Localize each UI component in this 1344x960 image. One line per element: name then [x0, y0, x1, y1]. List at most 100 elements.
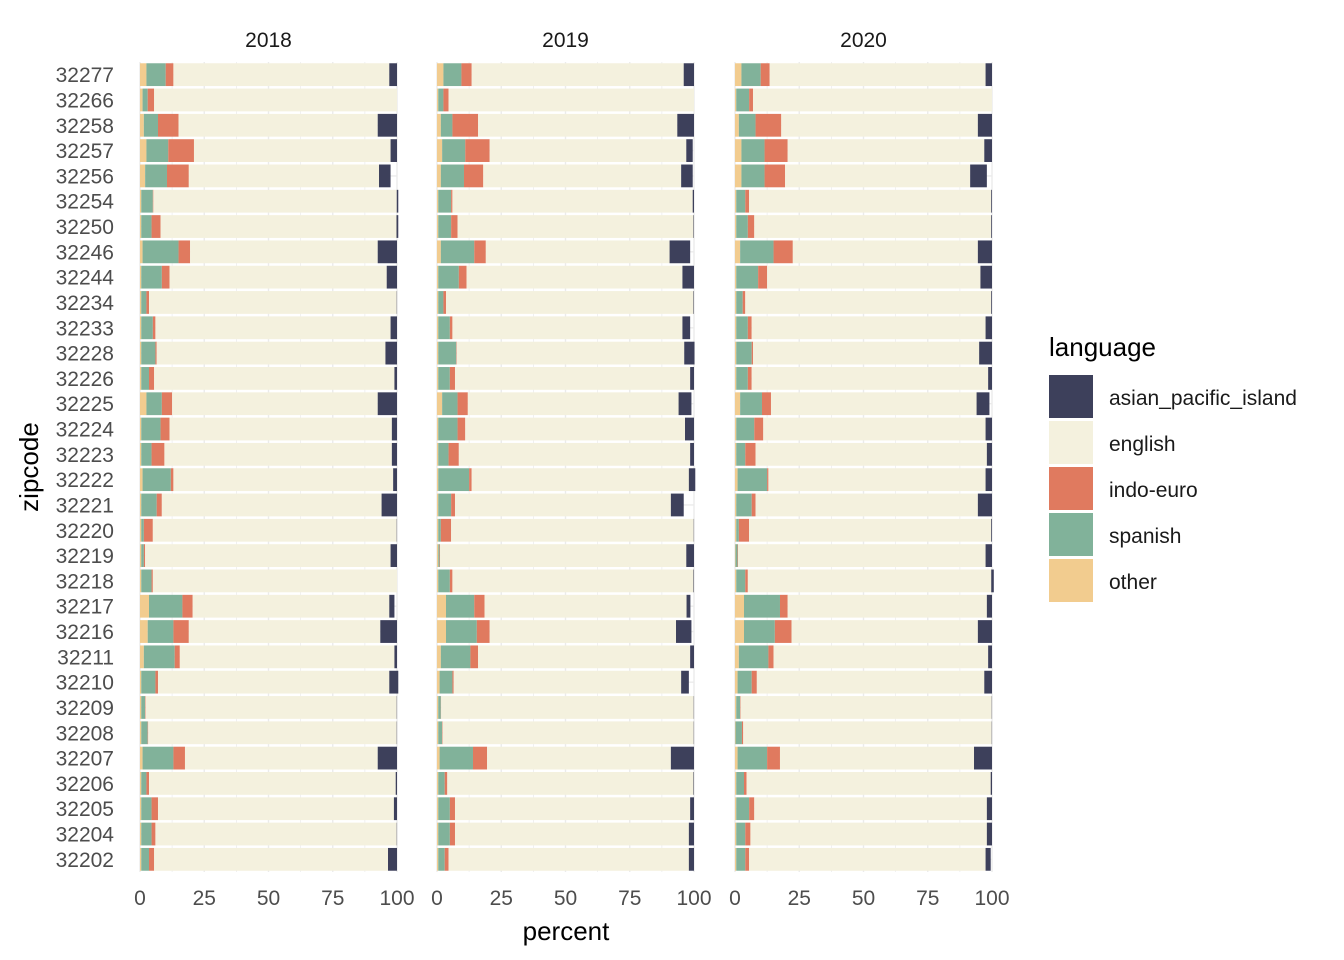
bar-indo-euro-32206-2019: [444, 772, 448, 795]
bar-indo-euro-32225-2018: [161, 392, 173, 416]
bar-other-32208-2018: [140, 721, 142, 745]
bar-asian_pacific_island-32228-2018: [385, 341, 397, 365]
y-tick-label-32211: 32211: [57, 646, 114, 669]
bar-indo-euro-32216-2020: [774, 620, 792, 643]
bar-spanish-32250-2020: [736, 215, 748, 238]
bar-indo-euro-32234-2019: [443, 291, 446, 314]
bar-indo-euro-32254-2018: [152, 189, 154, 213]
bar-english-32223-2018: [164, 442, 392, 466]
bar-english-32216-2019: [489, 620, 677, 643]
bar-other-32250-2018: [140, 215, 142, 238]
bar-english-32206-2018: [148, 772, 396, 795]
bar-english-32228-2019: [456, 341, 685, 365]
bar-spanish-32233-2020: [736, 316, 748, 340]
bar-spanish-32210-2018: [141, 670, 156, 694]
x-tick-label: 25: [788, 887, 811, 910]
bar-english-32210-2020: [756, 670, 985, 694]
bar-english-32225-2020: [770, 392, 977, 416]
bar-other-32228-2018: [140, 341, 142, 365]
bar-asian_pacific_island-32228-2019: [684, 341, 695, 365]
bar-spanish-32244-2019: [438, 265, 459, 289]
bar-indo-euro-32222-2018: [170, 468, 174, 492]
bar-indo-euro-32220-2019: [440, 518, 452, 542]
bar-other-32223-2018: [140, 442, 142, 466]
bar-spanish-32205-2019: [438, 797, 450, 821]
bar-indo-euro-32246-2018: [178, 240, 191, 264]
bar-indo-euro-32218-2020: [745, 569, 748, 593]
bar-other-32256-2019: [437, 164, 441, 188]
bar-spanish-32216-2018: [147, 620, 174, 643]
bar-english-32250-2019: [457, 215, 694, 238]
bar-english-32226-2018: [154, 367, 395, 390]
bar-english-32266-2020: [752, 88, 992, 112]
bar-asian_pacific_island-32221-2020: [977, 493, 992, 517]
bar-english-32244-2020: [767, 265, 981, 289]
bar-other-32254-2018: [140, 189, 142, 213]
bar-indo-euro-32210-2020: [751, 670, 757, 694]
bar-other-32205-2019: [437, 797, 439, 821]
bar-spanish-32202-2020: [736, 847, 746, 871]
bar-english-32228-2018: [156, 341, 386, 365]
legend-swatch: [1049, 513, 1093, 556]
bar-english-32233-2019: [452, 316, 683, 340]
bar-english-32220-2020: [749, 518, 992, 542]
bar-spanish-32221-2018: [141, 493, 157, 517]
bar-spanish-32224-2018: [141, 417, 161, 441]
facet-title-2019: 2019: [542, 29, 589, 52]
y-tick-label-32207: 32207: [56, 748, 114, 771]
bar-indo-euro-32256-2020: [764, 164, 786, 188]
bar-spanish-32233-2018: [141, 316, 153, 340]
bar-other-32246-2020: [735, 240, 741, 264]
bar-other-32224-2020: [735, 417, 737, 441]
y-tick-label-32205: 32205: [56, 798, 114, 821]
bar-english-32222-2020: [768, 468, 986, 492]
bar-other-32254-2020: [735, 189, 737, 213]
bar-indo-euro-32277-2018: [165, 63, 174, 87]
bar-other-32277-2020: [735, 63, 742, 87]
bar-spanish-32277-2019: [443, 63, 462, 87]
bar-indo-euro-32226-2020: [747, 367, 752, 390]
bar-other-32209-2019: [437, 696, 439, 719]
bar-english-32218-2019: [452, 569, 694, 593]
bar-indo-euro-32256-2019: [463, 164, 484, 188]
x-tick-label: 50: [257, 887, 280, 910]
bar-asian_pacific_island-32256-2019: [681, 164, 693, 188]
bar-indo-euro-32266-2019: [443, 88, 449, 112]
bar-indo-euro-32223-2020: [745, 442, 756, 466]
bar-indo-euro-32202-2019: [444, 847, 449, 871]
bar-english-32202-2020: [749, 847, 986, 871]
bar-english-32216-2020: [791, 620, 978, 643]
bar-other-32206-2019: [437, 772, 439, 795]
bar-english-32206-2019: [447, 772, 694, 795]
bar-other-32221-2020: [735, 493, 737, 517]
bar-asian_pacific_island-32258-2019: [677, 113, 694, 137]
bar-other-32219-2018: [140, 544, 142, 567]
bar-other-32277-2018: [140, 63, 147, 87]
bar-indo-euro-32258-2018: [157, 113, 179, 137]
legend-swatch: [1049, 467, 1093, 510]
bar-english-32219-2020: [738, 544, 986, 567]
bar-english-32204-2019: [454, 822, 689, 846]
bar-spanish-32257-2020: [741, 139, 765, 162]
bar-asian_pacific_island-32224-2020: [985, 417, 992, 441]
bar-indo-euro-32250-2020: [747, 215, 755, 238]
bar-english-32206-2020: [746, 772, 991, 795]
bar-spanish-32209-2019: [438, 696, 441, 719]
bar-indo-euro-32233-2019: [449, 316, 453, 340]
y-tick-label-32225: 32225: [56, 393, 114, 416]
bar-other-32204-2018: [140, 822, 142, 846]
bar-english-32258-2019: [478, 113, 678, 137]
bar-asian_pacific_island-32210-2019: [681, 670, 689, 694]
bar-other-32205-2020: [735, 797, 737, 821]
bar-english-32211-2018: [179, 645, 395, 669]
bar-spanish-32219-2019: [438, 544, 440, 567]
x-tick-label: 50: [554, 887, 577, 910]
bar-spanish-32211-2018: [143, 645, 175, 669]
bar-other-32204-2020: [735, 822, 737, 846]
bar-spanish-32207-2019: [439, 746, 473, 770]
bar-asian_pacific_island-32219-2018: [390, 544, 397, 567]
y-tick-label-32277: 32277: [56, 64, 114, 87]
x-tick-label: 75: [321, 887, 344, 910]
y-tick-label-32202: 32202: [56, 849, 114, 872]
bar-spanish-32226-2020: [736, 367, 748, 390]
